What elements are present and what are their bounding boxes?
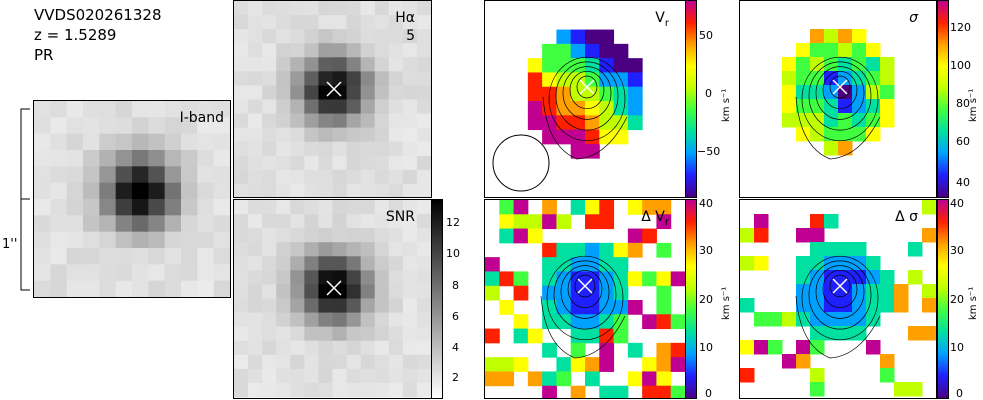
snr-tick: 6	[452, 310, 459, 323]
vr-colorbar	[685, 0, 697, 198]
sigma-tick: 100	[950, 59, 971, 72]
snr-colorbar	[431, 199, 443, 399]
vr-panel: Vr	[484, 0, 686, 198]
sigma-tick: 40	[956, 176, 970, 189]
dsigma-tick: 30	[950, 244, 964, 257]
dvr-colorbar	[685, 199, 697, 399]
halpha-label: Hα	[395, 10, 415, 26]
dvr-label: Δ Vr	[641, 210, 669, 228]
vr-tick: 50	[699, 29, 713, 42]
snr-tick: 2	[452, 371, 459, 384]
redshift: z = 1.5289	[34, 26, 117, 44]
class-label: PR	[34, 46, 54, 64]
vr-tick: 0	[705, 87, 712, 100]
scale-bar-label: 1''	[2, 237, 18, 252]
vr-unit: km s⁻¹	[721, 88, 732, 122]
dvr-tick: 20	[699, 293, 713, 306]
dvr-tick: 40	[699, 197, 713, 210]
dvr-tick: 30	[699, 244, 713, 257]
dsigma-colorbar	[937, 199, 949, 399]
snr-tick: 12	[446, 216, 460, 229]
object-id: VVDS020261328	[34, 6, 162, 24]
dsigma-tick: 40	[950, 197, 964, 210]
dvr-tick: 0	[705, 387, 712, 400]
sigma-panel: σ	[739, 0, 937, 198]
dvr-unit: km s⁻¹	[721, 286, 732, 320]
vr-label-main: V	[655, 10, 665, 26]
sigma-tick: 120	[950, 21, 971, 34]
vr-label-sub: r	[664, 17, 669, 29]
dvr-label-main: Δ V	[641, 209, 665, 225]
dvr-label-sub: r	[664, 216, 669, 228]
dsigma-panel: Δ σ	[739, 199, 937, 399]
vr-tick: −50	[697, 145, 721, 158]
vr-label: Vr	[655, 11, 669, 29]
sigma-tick: 80	[956, 97, 970, 110]
halpha-sublabel: 5	[406, 28, 415, 44]
snr-tick: 10	[446, 247, 460, 260]
dsigma-tick: 20	[950, 293, 964, 306]
sigma-label: σ	[909, 10, 918, 26]
sigma-colorbar	[937, 0, 949, 198]
snr-tick: 8	[452, 279, 459, 292]
dsigma-unit: km s⁻¹	[968, 286, 979, 320]
snr-tick: 4	[452, 341, 459, 354]
iband-label: I-band	[179, 110, 224, 126]
sigma-tick: 60	[956, 135, 970, 148]
halpha-panel: Hα 5	[233, 0, 432, 198]
dsigma-tick: 0	[956, 387, 963, 400]
dsigma-tick: 10	[950, 341, 964, 354]
snr-panel: SNR	[233, 199, 432, 399]
scale-bar	[20, 108, 30, 291]
iband-panel: I-band	[33, 100, 231, 298]
dsigma-label: Δ σ	[895, 209, 918, 225]
dvr-panel: Δ Vr	[484, 199, 686, 399]
dvr-tick: 10	[699, 341, 713, 354]
sigma-unit: km s⁻¹	[968, 88, 979, 122]
snr-label: SNR	[385, 209, 415, 225]
